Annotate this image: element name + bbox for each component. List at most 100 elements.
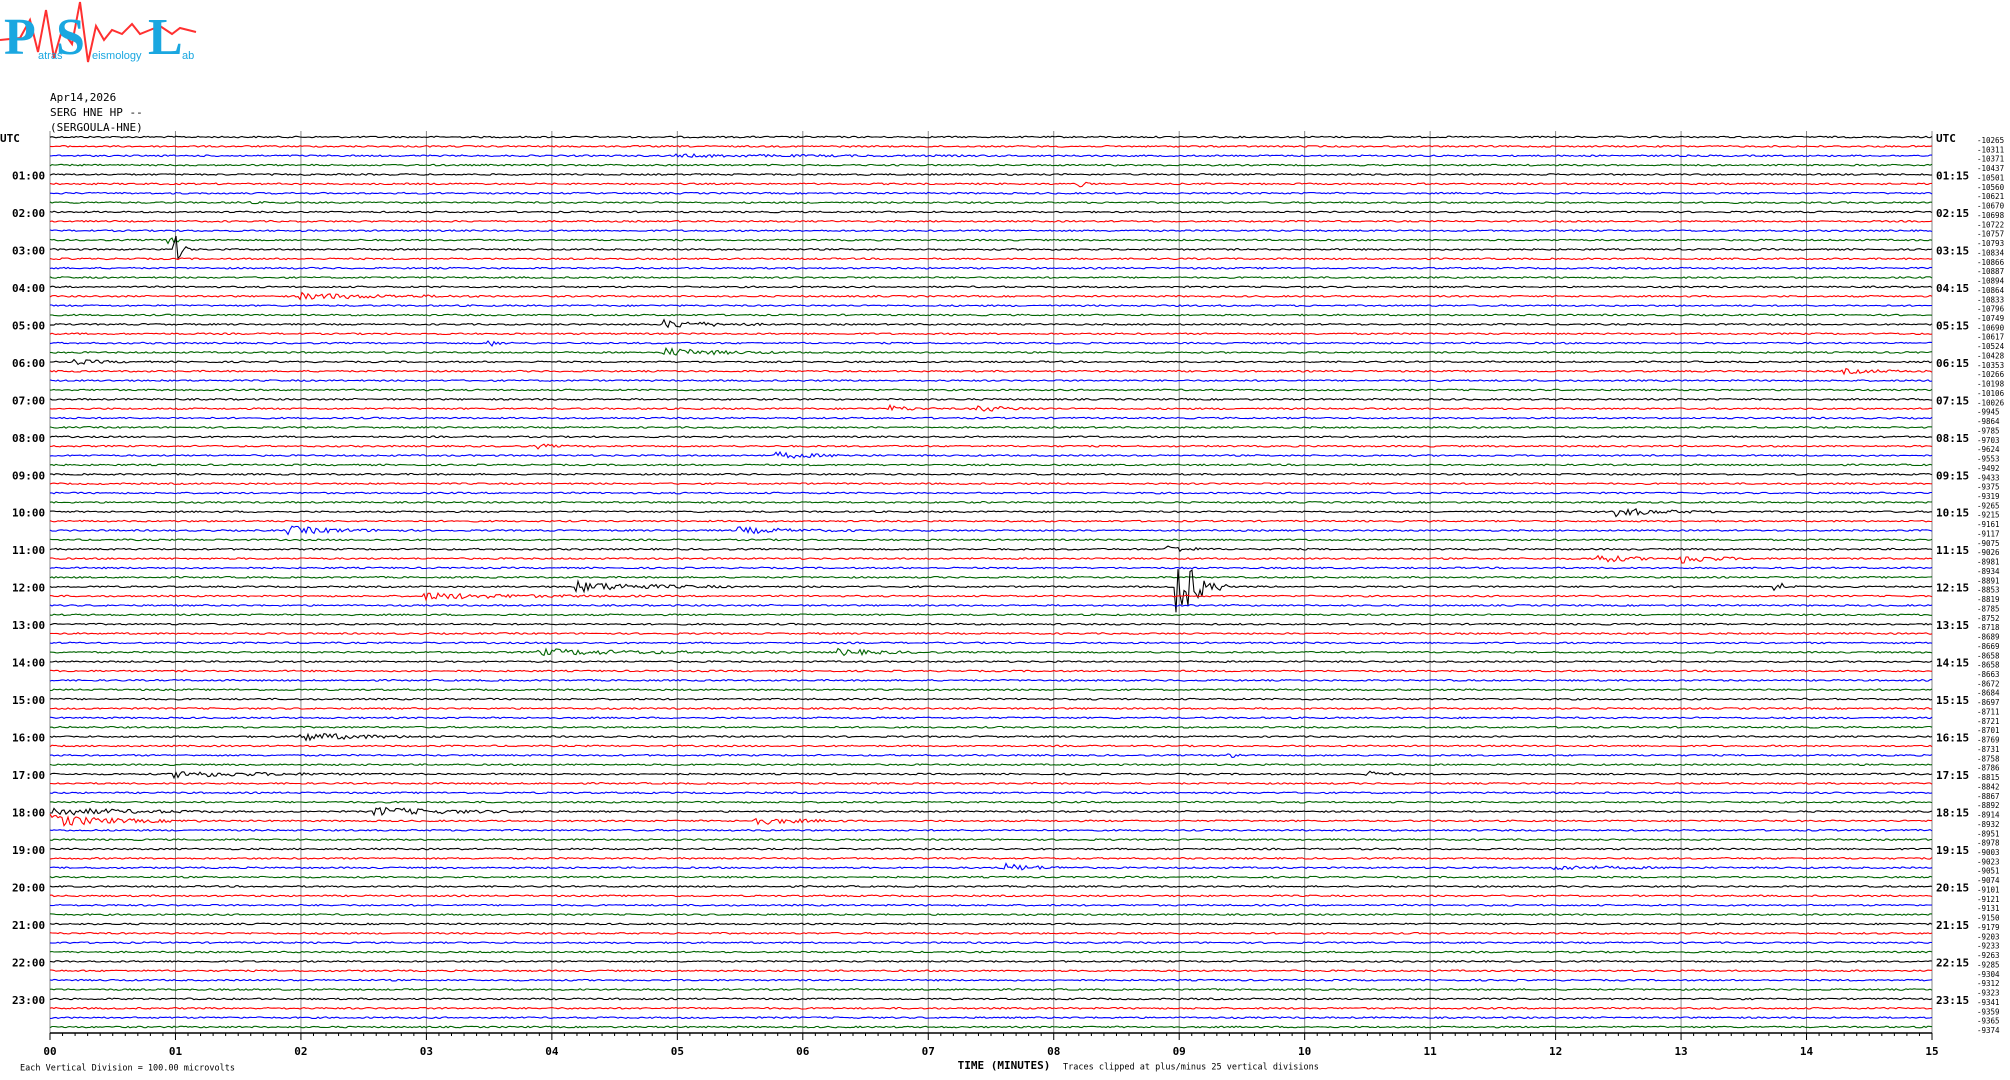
trace [49, 554, 1933, 564]
trace [49, 838, 1933, 842]
trace-value: -10617 [1977, 333, 2004, 342]
trace [49, 813, 1932, 827]
trace-value: -10749 [1977, 314, 2004, 323]
trace [49, 285, 1933, 289]
trace-value: -8731 [1977, 745, 2000, 754]
trace-value: -9265 [1977, 501, 2000, 510]
trace-value: -10560 [1977, 183, 2005, 192]
trace-value: -9074 [1977, 876, 2000, 885]
trace [49, 173, 1933, 176]
trace-value: -8663 [1977, 670, 2000, 679]
clip-note: Traces clipped at plus/minus 25 vertical… [1063, 1063, 1319, 1073]
left-hour-label: 11:00 [12, 544, 45, 557]
trace-value: -9359 [1977, 1007, 2000, 1016]
trace-value: -8978 [1977, 839, 2000, 848]
trace [49, 200, 1932, 205]
trace [49, 482, 1933, 486]
x-tick-label: 06 [796, 1045, 810, 1058]
trace-value: -9215 [1977, 511, 2000, 520]
trace [49, 969, 1932, 973]
date: Apr14,2026 [50, 91, 116, 104]
trace-value: -8785 [1977, 604, 2000, 613]
trace-value: -10833 [1977, 295, 2004, 304]
trace-value: -9026 [1977, 548, 2000, 557]
trace-value: -8658 [1977, 651, 2000, 660]
right-hour-label: 02:15 [1936, 207, 1969, 220]
trace [49, 545, 1933, 553]
trace-value: -10524 [1977, 342, 2005, 351]
right-hour-label: 05:15 [1936, 319, 1969, 332]
trace-value: -9945 [1977, 408, 2000, 417]
trace-value: -9304 [1977, 970, 2000, 979]
logo-letter: S [56, 9, 85, 66]
trace [50, 491, 1933, 495]
trace-value: -8815 [1977, 773, 2000, 782]
trace [49, 669, 1933, 673]
trace-value: -9117 [1977, 529, 2000, 538]
right-hour-label: 15:15 [1936, 694, 1969, 707]
trace-value: -8786 [1977, 764, 2000, 773]
trace-value: -10866 [1977, 258, 2005, 267]
trace-value: -10311 [1977, 145, 2004, 154]
trace-value: -10864 [1977, 286, 2005, 295]
trace-value: -9492 [1977, 464, 2000, 473]
trace [50, 806, 1933, 817]
trace [49, 397, 1933, 401]
right-hour-label: 08:15 [1936, 432, 1969, 445]
trace-value: -9553 [1977, 455, 2000, 464]
trace [49, 266, 1933, 270]
left-hour-label: 14:00 [12, 657, 45, 670]
trace [49, 358, 1933, 366]
trace-value: -8669 [1977, 642, 2000, 651]
trace-value: -10265 [1977, 136, 2004, 145]
x-tick-label: 03 [420, 1045, 433, 1058]
logo-word: atras [38, 50, 63, 62]
left-hour-label: 06:00 [12, 357, 45, 370]
trace-value: -9285 [1977, 960, 2000, 969]
trace-value: -10757 [1977, 230, 2004, 239]
trace [49, 1006, 1933, 1010]
left-hour-label: 16:00 [12, 732, 45, 745]
trace [49, 931, 1933, 935]
trace [49, 219, 1933, 223]
right-hour-label: 07:15 [1936, 394, 1969, 407]
trace [49, 647, 1933, 657]
trace [49, 922, 1933, 926]
trace-value: -8689 [1977, 633, 2000, 642]
trace-value: -9131 [1977, 904, 2000, 913]
trace [49, 569, 1933, 613]
trace [49, 800, 1933, 804]
trace [49, 403, 1933, 412]
trace [49, 997, 1933, 1001]
trace [49, 153, 1933, 159]
trace [49, 472, 1933, 476]
trace [49, 304, 1933, 308]
trace-value: -8658 [1977, 661, 2000, 670]
trace [49, 941, 1933, 945]
trace-value: -9101 [1977, 885, 2000, 894]
trace [49, 894, 1933, 898]
trace-value: -8842 [1977, 782, 2000, 791]
left-hour-label: 08:00 [12, 432, 45, 445]
trace-value: -10198 [1977, 380, 2005, 389]
trace [49, 875, 1933, 879]
left-hour-label: 18:00 [12, 807, 45, 820]
trace [49, 507, 1932, 518]
trace-value: -9785 [1977, 426, 2000, 435]
trace [49, 632, 1933, 635]
trace [49, 388, 1933, 392]
trace-value: -8684 [1977, 689, 2000, 698]
trace [49, 276, 1933, 279]
trace-value: -9341 [1977, 998, 2000, 1007]
trace [50, 988, 1933, 991]
trace [49, 781, 1933, 785]
trace [49, 753, 1933, 758]
trace-value: -9121 [1977, 895, 2000, 904]
trace [49, 770, 1933, 780]
trace [49, 135, 1933, 139]
x-axis-title: TIME (MINUTES) [958, 1059, 1051, 1072]
trace-value: -9075 [1977, 539, 2000, 548]
left-hour-label: 09:00 [12, 469, 45, 482]
